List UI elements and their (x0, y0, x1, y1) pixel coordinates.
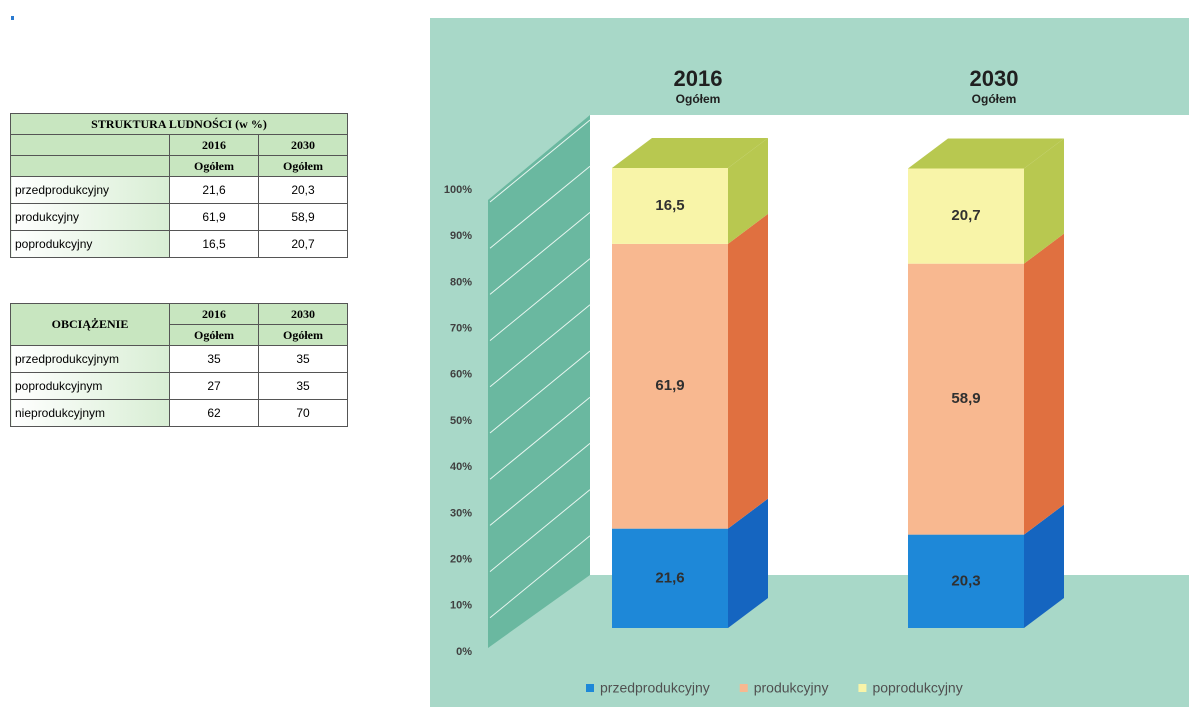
bar-top (612, 138, 768, 168)
table-row: poprodukcyjnym 27 35 (10, 372, 348, 400)
bar-segment (612, 243, 728, 529)
y-tick-label: 30% (450, 507, 472, 519)
table-cell: Ogółem (169, 324, 259, 346)
grid-line (489, 535, 591, 619)
bar-segment (908, 534, 1024, 628)
data-label: 20,7 (951, 207, 980, 224)
table-cell: 20,3 (258, 176, 348, 204)
bar-side (728, 498, 768, 628)
table-row: nieprodukcyjnym 62 70 (10, 399, 348, 427)
table-row: produkcyjny 61,9 58,9 (10, 203, 348, 231)
bar-segment (612, 528, 728, 628)
table-load: OBCIĄŻENIE 2016 2030 Ogółem Ogółem przedprodu… (10, 303, 348, 427)
bar-side (1024, 504, 1064, 628)
y-tick-label: 50% (450, 415, 472, 427)
side-wall (488, 115, 590, 648)
y-tick-label: 10% (450, 600, 472, 612)
table-cell: 70 (258, 399, 348, 427)
table-cell: produkcyjny (10, 203, 170, 231)
table-structure: STRUKTURA LUDNOŚCI (w %) 2016 2030 Ogółem Og… (10, 113, 348, 258)
table-cell: przedprodukcyjnym (10, 345, 170, 373)
y-tick-label: 90% (450, 230, 472, 242)
y-tick-label: 0% (456, 646, 472, 658)
table-cell (10, 134, 170, 156)
grid-line (489, 443, 591, 526)
table-row: poprodukcyjny 16,5 20,7 (10, 230, 348, 258)
legend-swatch (586, 684, 594, 692)
bar-segment (908, 263, 1024, 535)
bar-side (1024, 138, 1064, 264)
table-cell: 21,6 (169, 176, 259, 204)
table-cell: 2030 (258, 303, 348, 325)
data-label: 16,5 (655, 197, 684, 214)
legend-swatch (739, 684, 748, 692)
category-sublabel: Ogółem (676, 92, 721, 106)
grid-line (489, 396, 591, 480)
table-cell: 62 (169, 399, 259, 427)
bar-segment (908, 168, 1024, 264)
y-tick-label: 80% (450, 276, 472, 288)
data-label: 58,9 (951, 390, 980, 407)
category-sublabel: Ogółem (972, 92, 1017, 106)
table-cell: 16,5 (169, 230, 259, 258)
y-tick-label: 60% (450, 369, 472, 381)
bar-side (728, 138, 768, 244)
table-row: Ogółem Ogółem (10, 155, 348, 177)
y-tick-label: 70% (450, 323, 472, 335)
table-cell: OBCIĄŻENIE (10, 303, 170, 346)
data-label: 61,9 (655, 377, 684, 394)
table-cell: nieprodukcyjnym (10, 399, 170, 427)
legend-label: przedprodukcyjny (600, 680, 710, 696)
table-row: Ogółem Ogółem (11, 324, 348, 346)
y-tick-label: 20% (450, 554, 472, 566)
legend-label: poprodukcyjny (872, 680, 962, 696)
bar-side (728, 213, 768, 529)
y-tick-label: 100% (444, 184, 472, 196)
table-cell: Ogółem (169, 155, 259, 177)
data-label: 20,3 (951, 572, 980, 589)
table-row: STRUKTURA LUDNOŚCI (w %) (10, 113, 348, 135)
table-row: przedprodukcyjny 21,6 20,3 (10, 176, 348, 204)
table-cell: 20,7 (258, 230, 348, 258)
table-cell: STRUKTURA LUDNOŚCI (w %) (10, 113, 348, 135)
table-cell (10, 155, 170, 177)
category-label: 2016 (674, 66, 723, 91)
blue-mark (11, 16, 14, 20)
y-tick-label: 40% (450, 461, 472, 473)
grid-line (489, 165, 591, 249)
table-row: OBCIĄŻENIE 2016 2030 (10, 303, 348, 346)
bar-segment (612, 168, 728, 244)
table-cell: poprodukcyjny (10, 230, 170, 258)
bar-side (1024, 233, 1064, 535)
category-label: 2030 (970, 66, 1019, 91)
grid-line (489, 304, 591, 388)
legend-label: produkcyjny (754, 680, 829, 696)
grid-line (489, 350, 591, 434)
grid-line (489, 258, 591, 341)
legend-swatch (858, 684, 867, 692)
data-label: 21,6 (655, 569, 684, 586)
grid-line (489, 119, 591, 203)
table-cell: 58,9 (258, 203, 348, 231)
bar-top (908, 138, 1064, 169)
grid-line (489, 489, 591, 572)
table-cell: Ogółem (258, 324, 348, 346)
table-cell: Ogółem (258, 155, 348, 177)
table-cell: poprodukcyjnym (10, 372, 170, 400)
grid-line (489, 212, 591, 295)
table-cell: przedprodukcyjny (10, 176, 170, 204)
